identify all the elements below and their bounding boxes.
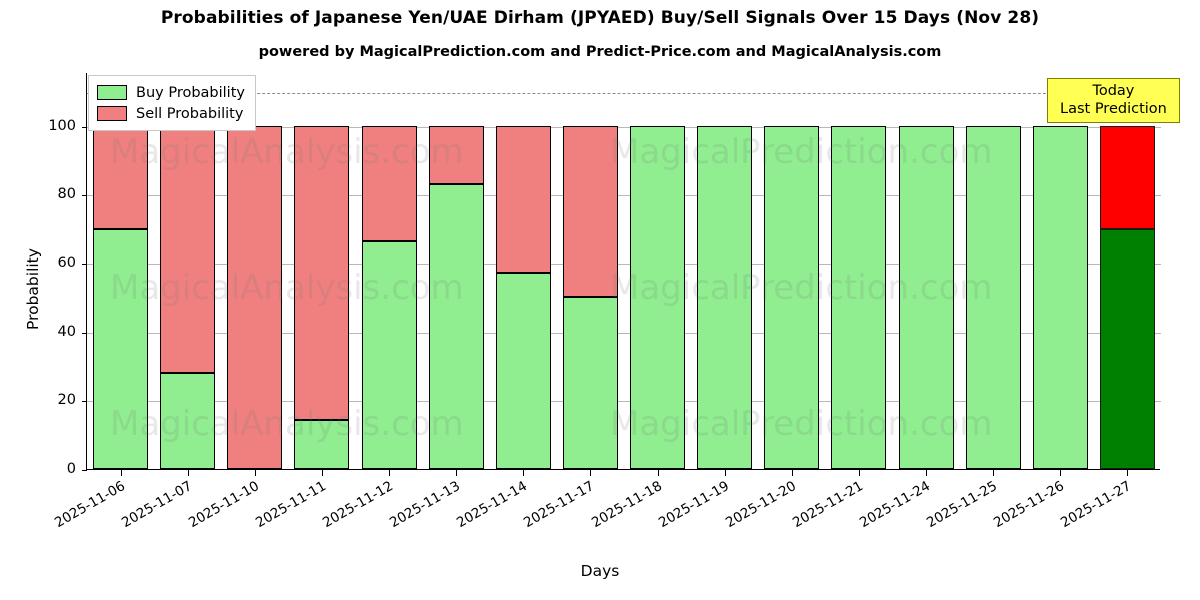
y-tick-label: 100 [48,117,76,134]
legend-swatch-sell-icon [97,106,127,121]
bar-segment-sell[interactable] [1099,125,1155,229]
y-tick-label: 20 [57,392,76,409]
legend-item-buy[interactable]: Buy Probability [97,82,245,103]
bar[interactable] [562,125,618,469]
bar-segment-sell[interactable] [495,125,551,274]
chart-subtitle: powered by MagicalPrediction.com and Pre… [258,44,942,60]
x-tick-mark [1060,470,1062,476]
bar-segment-buy[interactable] [697,125,753,469]
x-tick-mark [321,470,323,476]
x-tick-mark [858,470,860,476]
x-tick-mark [926,470,928,476]
x-tick-mark [724,470,726,476]
bar[interactable] [495,125,551,469]
bar[interactable] [93,125,149,469]
bar[interactable] [294,125,350,469]
grid-line [87,264,1161,266]
grid-line [87,401,1161,403]
y-tick-label: 60 [57,255,76,272]
legend-item-sell[interactable]: Sell Probability [97,103,245,124]
y-tick-label: 80 [57,186,76,203]
bar[interactable] [965,125,1021,469]
legend-swatch-buy-icon [97,85,127,100]
bar[interactable] [630,125,686,469]
today-annotation-line2: Last Prediction [1060,101,1167,117]
bar-segment-buy[interactable] [831,125,887,469]
bar-segment-buy[interactable] [428,184,484,469]
bar-segment-buy[interactable] [764,125,820,469]
bar-segment-buy[interactable] [93,228,149,469]
chart-title: Probabilities of Japanese Yen/UAE Dirham… [160,8,1040,28]
x-tick-mark [791,470,793,476]
y-tick-label: 40 [57,323,76,340]
grid-line [87,195,1161,197]
legend-label-buy: Buy Probability [136,84,245,101]
today-annotation-line1: Today [1092,83,1135,99]
bar-segment-buy[interactable] [898,125,954,469]
x-tick-mark [993,470,995,476]
bar[interactable] [831,125,887,469]
bar-segment-sell[interactable] [562,125,618,298]
x-tick-mark [254,470,256,476]
legend-label-sell: Sell Probability [136,105,244,122]
bar-today[interactable] [1099,125,1155,469]
chart-legend: Buy Probability Sell Probability [88,75,256,131]
bar[interactable] [1032,125,1088,469]
bar-segment-buy[interactable] [294,419,350,469]
bar-segment-sell[interactable] [428,125,484,185]
x-axis-label: Days [580,562,620,580]
y-tick-mark [82,264,87,266]
today-annotation: Today Last Prediction [1047,78,1180,123]
y-tick-mark [82,332,87,334]
bar-segment-buy[interactable] [562,297,618,469]
reference-line [87,92,1161,94]
bar-segment-buy[interactable] [965,125,1021,469]
y-tick-mark [82,195,87,197]
y-tick-mark [82,401,87,403]
x-tick-mark [389,470,391,476]
bar[interactable] [160,125,216,469]
y-tick-mark [82,470,87,471]
x-tick-mark [523,470,525,476]
bar-segment-buy[interactable] [630,125,686,469]
grid-line [87,126,1161,128]
bar-segment-buy[interactable] [495,273,551,469]
bar-segment-sell[interactable] [227,125,283,469]
x-tick-mark [456,470,458,476]
x-tick-mark [657,470,659,476]
grid-line [87,332,1161,334]
bar-segment-sell[interactable] [160,125,216,373]
bar-segment-buy[interactable] [361,240,417,469]
bar[interactable] [898,125,954,469]
x-tick-mark [1127,470,1129,476]
bar-segment-sell[interactable] [294,125,350,420]
bar[interactable] [361,125,417,469]
bar-segment-sell[interactable] [93,125,149,229]
x-tick-mark [187,470,189,476]
bar[interactable] [227,125,283,469]
x-tick-mark [590,470,592,476]
bar[interactable] [428,125,484,469]
bar-segment-buy[interactable] [1032,125,1088,469]
x-tick-mark [120,470,122,476]
bar-segment-buy[interactable] [1099,228,1155,469]
plot-area [82,73,1161,476]
bar-segment-buy[interactable] [160,372,216,469]
y-tick-label: 0 [66,461,76,477]
bar-segment-sell[interactable] [361,125,417,241]
bar[interactable] [697,125,753,469]
bar[interactable] [764,125,820,469]
y-tick-mark [82,126,87,128]
